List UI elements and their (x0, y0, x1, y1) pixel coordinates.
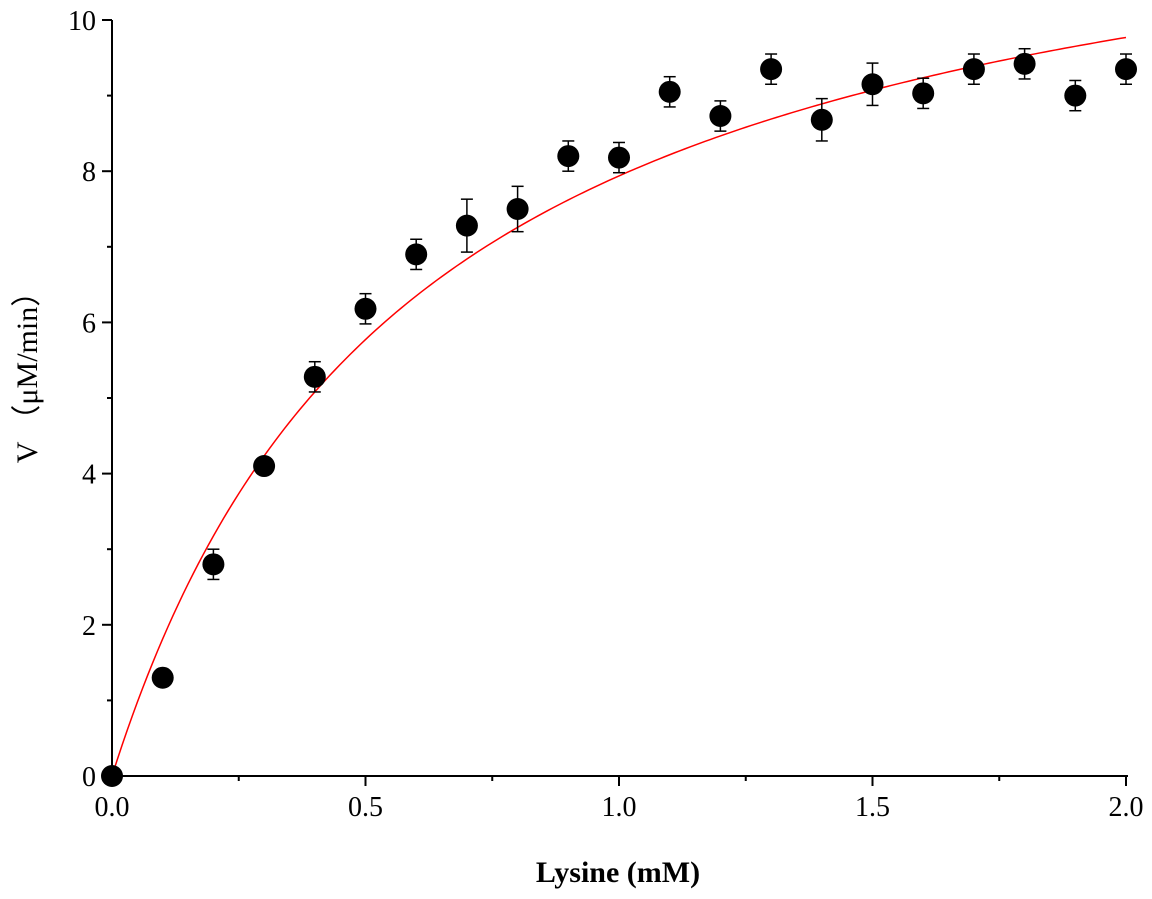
tick-labels: 0.0 0.5 1.0 1.5 2.0 0 2 4 6 8 10 (68, 6, 1144, 823)
data-point (202, 553, 225, 576)
y-tick-label: 2 (82, 611, 96, 642)
data-point (861, 73, 884, 96)
data-point (455, 214, 478, 237)
errorbar-layer (207, 47, 1132, 581)
data-point (760, 58, 783, 81)
x-tick-label: 0.0 (95, 792, 130, 823)
fit-curve (111, 36, 1127, 777)
axes (102, 19, 1128, 786)
data-point (962, 58, 985, 81)
data-point (658, 80, 681, 103)
y-tick-label: 10 (68, 6, 96, 37)
x-tick-label: 1.5 (855, 792, 890, 823)
data-point (1013, 52, 1036, 75)
data-point (810, 108, 833, 131)
data-point (506, 198, 529, 220)
x-tick-label: 0.5 (348, 792, 383, 823)
y-tick-label: 0 (82, 762, 96, 793)
x-tick-label: 2.0 (1109, 792, 1144, 823)
y-tick-label: 6 (82, 308, 96, 339)
data-point (151, 666, 174, 689)
data-point (557, 145, 580, 168)
data-point (912, 82, 935, 105)
y-tick-label: 4 (82, 460, 96, 491)
data-point (1064, 84, 1087, 107)
data-point (354, 297, 377, 320)
data-point (608, 146, 630, 169)
data-point (1115, 58, 1137, 81)
x-axis-title: Lysine (mM) (536, 856, 700, 889)
data-point (405, 243, 428, 266)
points-layer (101, 52, 1137, 787)
x-tick-label: 1.0 (602, 792, 637, 823)
data-point (253, 455, 276, 478)
data-point (101, 765, 123, 787)
y-tick-label: 8 (82, 157, 96, 188)
data-point (709, 105, 732, 128)
data-point (303, 365, 326, 388)
fit-layer (111, 36, 1127, 777)
y-axis-title: V （μM/min） (11, 277, 44, 463)
